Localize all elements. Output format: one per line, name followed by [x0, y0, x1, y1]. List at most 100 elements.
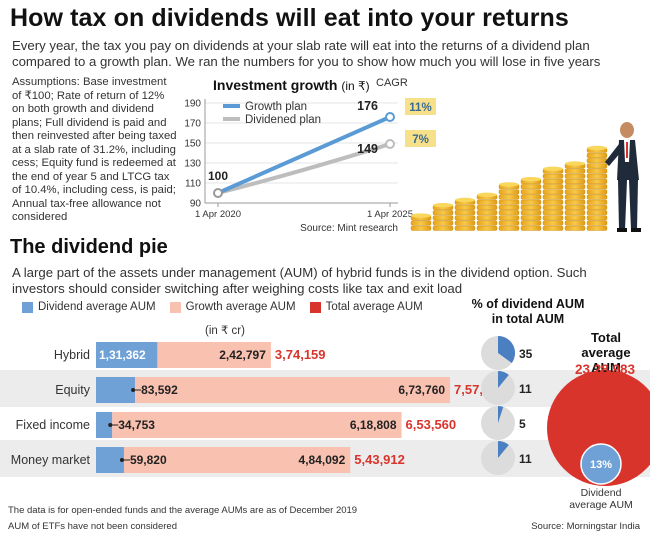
coin	[454, 220, 476, 226]
coin	[498, 220, 520, 226]
coin	[542, 204, 564, 210]
mini-pie-slice	[498, 406, 504, 423]
end-value-label: 176	[357, 99, 378, 113]
growth-chart-title: Investment growth (in ₹)	[213, 77, 370, 93]
category-label: Fixed income	[16, 418, 90, 432]
coin	[564, 173, 586, 179]
series-end-point	[385, 139, 395, 149]
dividend-value-label: 34,753	[118, 418, 155, 432]
dividend-aum-circle	[580, 443, 622, 485]
legend-label: Dividened plan	[245, 114, 321, 126]
total-value-label: 6,53,560	[406, 417, 457, 432]
man-figure-icon	[605, 122, 641, 232]
legend-item-growth: Growth average AUM	[169, 301, 296, 313]
growth-chart-lines	[213, 112, 395, 198]
legend-swatch	[169, 301, 181, 313]
y-tick-label: 170	[184, 119, 201, 130]
mini-pies: 35 11 5 11	[481, 336, 533, 475]
total-value-label: 3,74,159	[275, 347, 326, 362]
coin	[542, 210, 564, 216]
coin-top	[543, 166, 563, 171]
bar-dividend	[96, 447, 124, 473]
y-tick-label: 190	[184, 99, 201, 110]
coin	[520, 189, 542, 195]
pct-label: 11	[519, 382, 532, 396]
dividend-share-label: 13%	[590, 459, 612, 471]
bar-dividend	[96, 377, 136, 403]
coin	[586, 178, 608, 184]
series-line	[216, 142, 392, 195]
coin	[432, 215, 454, 221]
legend-item-dividend: Dividend average AUM	[22, 301, 156, 313]
bar-growth	[112, 412, 402, 438]
coin	[542, 178, 564, 184]
coin	[498, 210, 520, 216]
start-value-label: 100	[208, 169, 228, 183]
growth-chart-title-text: Investment growth	[213, 77, 338, 93]
cagr-label: CAGR	[376, 77, 408, 89]
coin	[586, 220, 608, 226]
coin	[498, 215, 520, 221]
footnote-2: AUM of ETFs have not been considered	[8, 521, 177, 532]
coin	[498, 189, 520, 195]
coin	[520, 184, 542, 190]
coin-top	[411, 213, 431, 218]
coin	[586, 225, 608, 231]
dividend-value-label: 1,31,362	[99, 348, 146, 362]
coin-top	[565, 161, 585, 166]
coin	[476, 199, 498, 205]
y-tick-label: 110	[185, 179, 201, 190]
mini-pie-slice	[498, 371, 509, 388]
footnote-1: The data is for open-ended funds and the…	[8, 505, 358, 516]
coin	[520, 199, 542, 205]
category-label: Money market	[11, 453, 91, 467]
coin	[454, 210, 476, 216]
coin-top	[477, 192, 497, 197]
category-label: Equity	[55, 383, 90, 397]
section-title: The dividend pie	[10, 236, 168, 258]
mini-pie-slice	[498, 336, 516, 363]
coin	[476, 220, 498, 226]
total-aum-pie: 13%	[547, 370, 650, 486]
coin	[476, 204, 498, 210]
x-tick-label: 1 Apr 2025	[367, 209, 413, 220]
growth-value-label: 6,73,760	[398, 383, 445, 397]
bar-growth	[157, 342, 271, 368]
coin	[564, 204, 586, 210]
coin	[454, 204, 476, 210]
dividend-value-label: 59,820	[130, 453, 167, 467]
total-aum-value: 23,28,983	[574, 362, 636, 377]
legend-label: Growth plan	[245, 101, 307, 113]
coin	[564, 189, 586, 195]
coin	[564, 184, 586, 190]
growth-value-label: 6,18,808	[350, 418, 397, 432]
coin	[542, 215, 564, 221]
coin-top	[455, 197, 475, 203]
coin	[586, 210, 608, 216]
growth-chart-unit: (in ₹)	[341, 79, 370, 93]
cagr-badge	[405, 98, 436, 115]
assumptions-text: Assumptions: Base investment of ₹100; Ra…	[12, 76, 177, 223]
coin	[520, 215, 542, 221]
coin	[586, 173, 608, 179]
legend-swatch	[22, 301, 33, 313]
coin	[564, 210, 586, 216]
source-label: Source: Morningstar India	[531, 521, 640, 532]
legend-label: Dividend average AUM	[38, 301, 156, 313]
coin	[564, 215, 586, 221]
coin	[542, 173, 564, 179]
coin	[586, 194, 608, 200]
mini-pie-slice	[498, 441, 509, 458]
pct-label: 5	[519, 417, 526, 431]
pct-label: 35	[519, 347, 533, 361]
coin	[498, 194, 520, 200]
y-tick-label: 150	[184, 139, 201, 150]
coin	[586, 204, 608, 210]
growth-chart-source: Source: Mint research	[300, 223, 398, 234]
intro-text: Every year, the tax you pay on dividends…	[12, 38, 601, 69]
coin	[586, 163, 608, 169]
coin	[410, 225, 432, 231]
start-point	[213, 188, 223, 198]
coin	[410, 220, 432, 226]
